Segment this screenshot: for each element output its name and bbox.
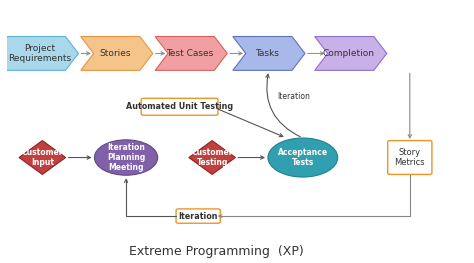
Text: Stories: Stories [99,49,130,58]
Text: Acceptance
Tests: Acceptance Tests [278,148,328,167]
Circle shape [94,140,158,175]
Polygon shape [155,37,227,70]
Polygon shape [315,37,387,70]
FancyBboxPatch shape [176,209,220,223]
Polygon shape [19,141,65,174]
Text: Completion: Completion [323,49,375,58]
Text: Customer
Testing: Customer Testing [191,148,233,167]
FancyBboxPatch shape [141,98,218,115]
Text: Automated Unit Testing: Automated Unit Testing [126,102,233,111]
Text: Iteration: Iteration [178,211,218,221]
Text: Extreme Programming  (XP): Extreme Programming (XP) [129,245,304,258]
Text: Story
Metrics: Story Metrics [394,148,425,167]
Text: Project
Requirements: Project Requirements [8,44,71,63]
Text: Iteration: Iteration [277,92,310,101]
Text: Tasks: Tasks [255,49,279,58]
FancyBboxPatch shape [388,141,432,174]
Circle shape [268,138,337,177]
FancyArrowPatch shape [266,74,301,137]
Text: Test Cases: Test Cases [165,49,213,58]
Polygon shape [233,37,305,70]
Text: Customer
Input: Customer Input [22,148,63,167]
Polygon shape [81,37,153,70]
Polygon shape [6,37,78,70]
Text: Iteration
Planning
Meeting: Iteration Planning Meeting [107,143,145,173]
Polygon shape [189,141,236,174]
